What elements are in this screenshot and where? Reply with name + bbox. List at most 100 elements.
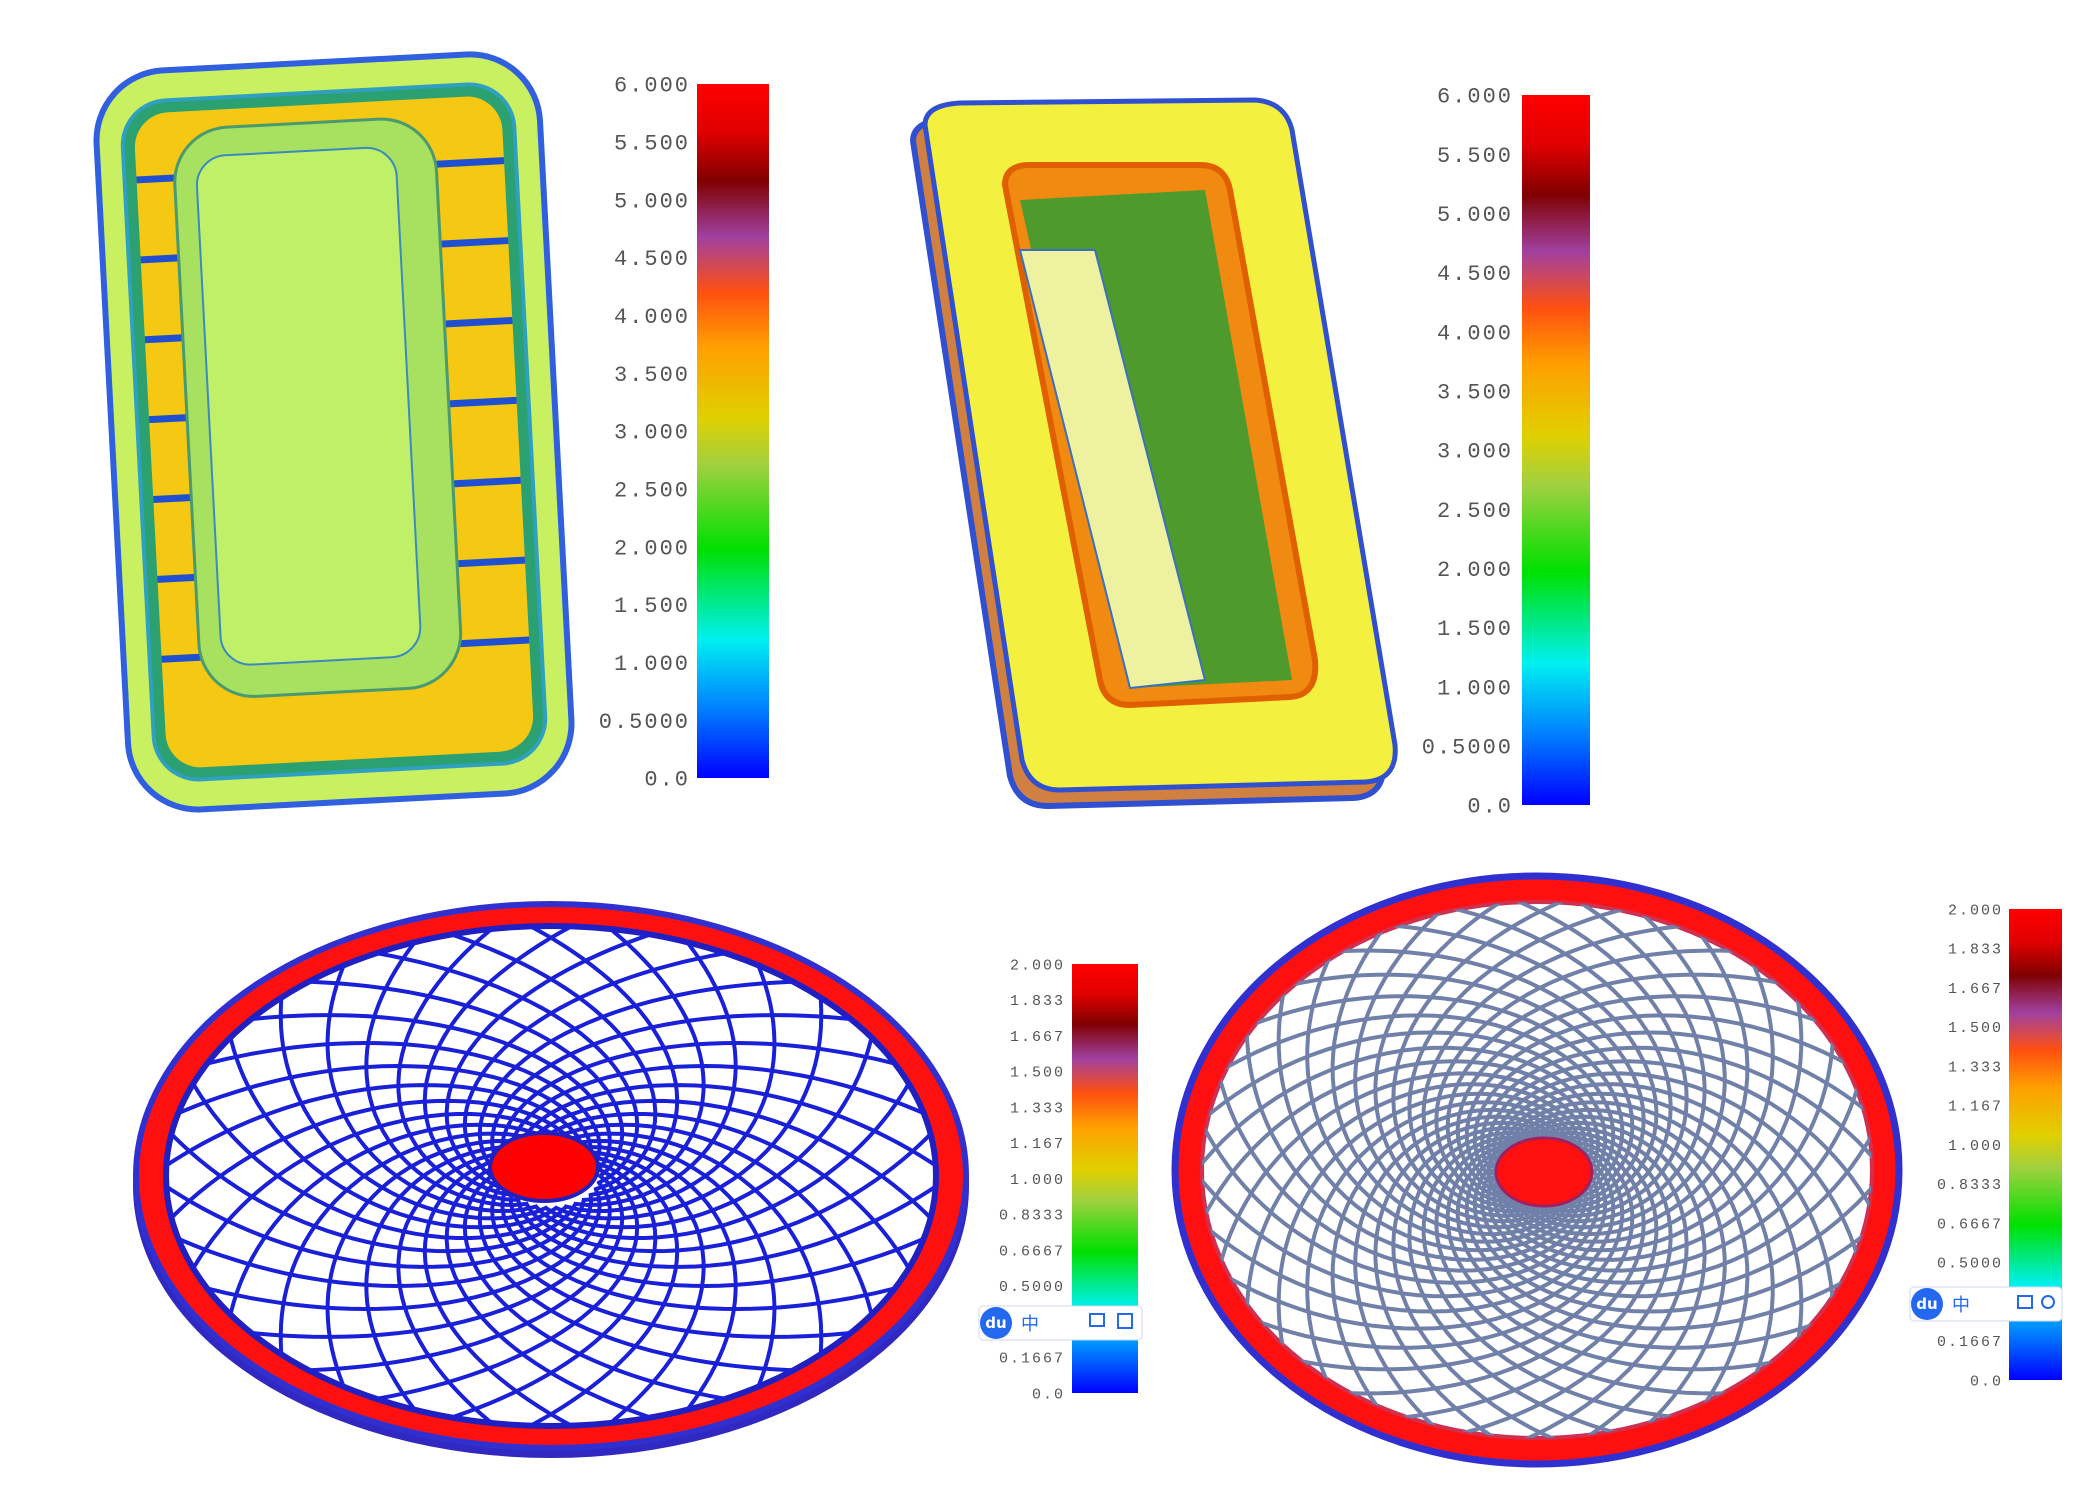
model-4	[1171, 872, 1903, 1468]
legend-label: 3.000	[1437, 440, 1513, 465]
lattice-rib	[1464, 1150, 1872, 1331]
lattice-rib	[1455, 1146, 1872, 1350]
legend-label: 2.000	[1948, 902, 2003, 919]
lattice-rib	[515, 1153, 936, 1269]
legend-label: 0.0	[1467, 795, 1513, 820]
lattice-rib	[166, 1063, 594, 1159]
legend-label: 5.500	[614, 132, 690, 157]
lattice-rib	[1492, 1035, 1870, 1273]
legend-label: 0.5000	[999, 1279, 1065, 1296]
legend-label: 0.1667	[1937, 1334, 2003, 1351]
lattice-rib	[166, 1083, 587, 1199]
legend-label: 0.8333	[1937, 1177, 2003, 1194]
lattice-rib	[1353, 1114, 1563, 1438]
lattice-rib	[1465, 902, 1689, 1218]
lattice-rib	[490, 1180, 916, 1339]
model-1	[93, 51, 575, 813]
lattice-rib	[1445, 1142, 1839, 1372]
model-2	[909, 97, 1398, 810]
lattice-rib	[309, 942, 640, 1186]
legend-label: 3.500	[1437, 381, 1513, 406]
toolbar-logo-bg	[980, 1307, 1012, 1339]
lattice-rib	[1373, 1120, 1556, 1438]
lattice-rib	[1407, 1130, 1680, 1438]
ime-toolbar[interactable]: du 中	[1909, 1286, 2063, 1322]
legend-bar	[697, 84, 769, 778]
lattice-rib	[1202, 1059, 1594, 1258]
legend-label: 3.000	[614, 421, 690, 446]
lattice-rib	[1305, 1100, 1575, 1427]
legend-label: 2.500	[614, 479, 690, 504]
legend-label: 1.000	[614, 652, 690, 677]
legend-label: 1.000	[1437, 676, 1513, 701]
legend-label: 0.5000	[599, 710, 690, 735]
lattice-rib	[1400, 902, 1673, 1214]
legend-label: 4.000	[614, 305, 690, 330]
lattice-rib	[1241, 972, 1635, 1202]
lattice-rib	[473, 926, 680, 1198]
lattice-rib	[543, 994, 880, 1230]
lattice-rib	[1202, 1045, 1601, 1205]
lattice-rib	[1330, 1107, 1569, 1438]
legend-label: 1.333	[1010, 1100, 1065, 1117]
lattice-rib	[1501, 949, 1804, 1253]
lattice-rib	[1517, 902, 1727, 1230]
toolbar-icon[interactable]	[1117, 1313, 1133, 1329]
legend-bar	[1522, 95, 1590, 805]
lattice-rib	[562, 926, 706, 1202]
legend-label: 0.0	[1970, 1373, 2003, 1390]
lattice-rib	[477, 1173, 861, 1373]
lattice-rib	[1496, 990, 1836, 1262]
lattice-rib	[1206, 994, 1625, 1198]
lattice-rib	[444, 1160, 714, 1426]
toolbar-icon[interactable]	[1089, 1313, 1105, 1327]
toolbar-logo: du	[1916, 1295, 1937, 1313]
lattice-rib	[166, 1040, 602, 1165]
lattice-rib	[396, 1150, 540, 1426]
legend-label: 1.667	[1948, 981, 2003, 998]
ime-toolbar[interactable]: du 中	[978, 1305, 1143, 1341]
lattice	[166, 926, 936, 1426]
legend-label: 6.000	[614, 74, 690, 99]
disk-hub	[1494, 1136, 1594, 1208]
lattice-rib	[500, 1187, 936, 1312]
lattice-rib	[1286, 948, 1646, 1205]
frame-pocket-floor	[1018, 249, 1207, 690]
lattice-rib	[1276, 1091, 1579, 1395]
lattice-rib	[573, 926, 738, 1208]
legend-label: 5.500	[1437, 144, 1513, 169]
lattice-rib	[1391, 1126, 1615, 1438]
legend-label: 1.167	[1948, 1099, 2003, 1116]
legend-label: 1.000	[1948, 1138, 2003, 1155]
lattice-rib	[533, 1042, 930, 1240]
legend-label: 0.0	[644, 768, 690, 793]
legend-label: 1.833	[1948, 942, 2003, 959]
lattice-rib	[166, 1098, 578, 1256]
lattice-rib	[1244, 1082, 1584, 1354]
lattice-rib	[422, 1154, 629, 1426]
legend-label: 2.500	[1437, 499, 1513, 524]
legend-label: 1.500	[1010, 1065, 1065, 1082]
legend-label: 0.6667	[999, 1243, 1065, 1260]
lattice-rib	[553, 953, 824, 1221]
legend-label: 1.167	[1010, 1136, 1065, 1153]
lattice-rib	[1202, 1013, 1616, 1194]
lattice-rib	[1524, 902, 1707, 1224]
lattice-rib	[278, 1131, 549, 1399]
toolbar-icon[interactable]	[2041, 1295, 2055, 1309]
legend-label: 1.667	[1010, 1029, 1065, 1046]
model-3	[133, 901, 969, 1458]
lattice-rib	[241, 979, 625, 1179]
legend-label: 1.833	[1010, 993, 1065, 1010]
lattice-rib	[1202, 1030, 1608, 1188]
toolbar-lang[interactable]: 中	[1952, 1295, 1970, 1316]
lattice-rib	[564, 926, 777, 1214]
toolbar-lang[interactable]: 中	[1021, 1314, 1039, 1335]
legend-label: 3.500	[614, 363, 690, 388]
legend-label: 4.000	[1437, 321, 1513, 346]
lattice-rib	[364, 1144, 529, 1426]
toolbar-icon[interactable]	[2017, 1295, 2033, 1309]
lattice-rib	[462, 1166, 793, 1410]
